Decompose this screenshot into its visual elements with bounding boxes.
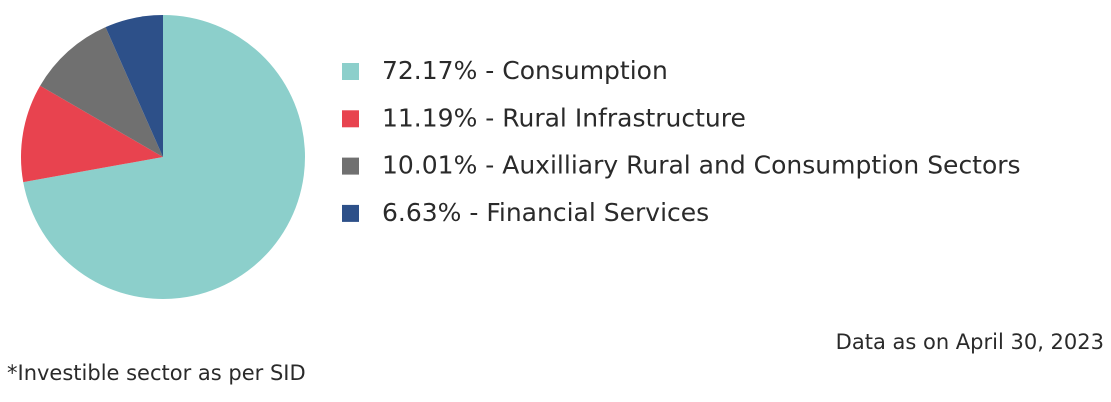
pie-slice xyxy=(23,15,306,299)
legend-label: 11.19% - Rural Infrastructure xyxy=(382,103,746,132)
footnote: *Investible sector as per SID xyxy=(7,361,306,385)
pie-slice xyxy=(105,15,163,157)
pie-slice xyxy=(40,27,164,157)
legend-label: 10.01% - Auxilliary Rural and Consumptio… xyxy=(382,151,1021,180)
legend-swatch xyxy=(342,157,359,175)
legend-swatch xyxy=(342,110,359,128)
legend-swatch xyxy=(342,63,359,80)
legend-swatch xyxy=(342,204,359,222)
legend-label: 72.17% - Consumption xyxy=(382,56,668,85)
pie-slice xyxy=(20,85,163,183)
date-note: Data as on April 30, 2023 xyxy=(836,330,1104,354)
legend-label: 6.63% - Financial Services xyxy=(382,198,709,227)
